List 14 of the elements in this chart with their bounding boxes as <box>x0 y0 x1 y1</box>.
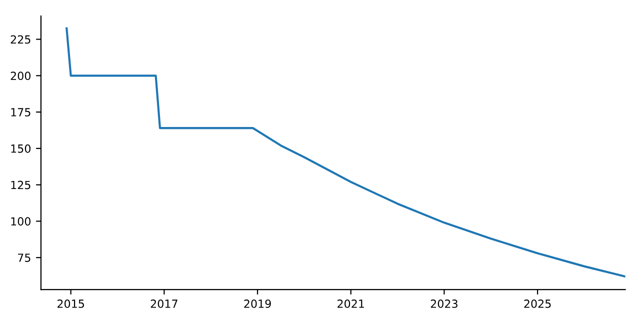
y-tick-label: 175 <box>11 108 30 116</box>
x-tick-label: 2015 <box>58 300 84 308</box>
y-tick-label: 150 <box>11 144 30 153</box>
y-tick-label: 75 <box>18 254 30 262</box>
line-series <box>66 27 626 278</box>
x-tick-label: 2021 <box>338 300 364 308</box>
x-tick-label: 2023 <box>430 300 458 308</box>
x-tick-label: 2017 <box>150 300 178 308</box>
y-tick-label: 225 <box>10 35 30 44</box>
y-tick-label: 100 <box>11 217 30 226</box>
y-tick-label: 125 <box>11 180 30 190</box>
x-tick-label: 2019 <box>244 300 271 308</box>
y-tick-label: 200 <box>10 72 30 80</box>
x-tick-label: 2025 <box>524 300 551 308</box>
